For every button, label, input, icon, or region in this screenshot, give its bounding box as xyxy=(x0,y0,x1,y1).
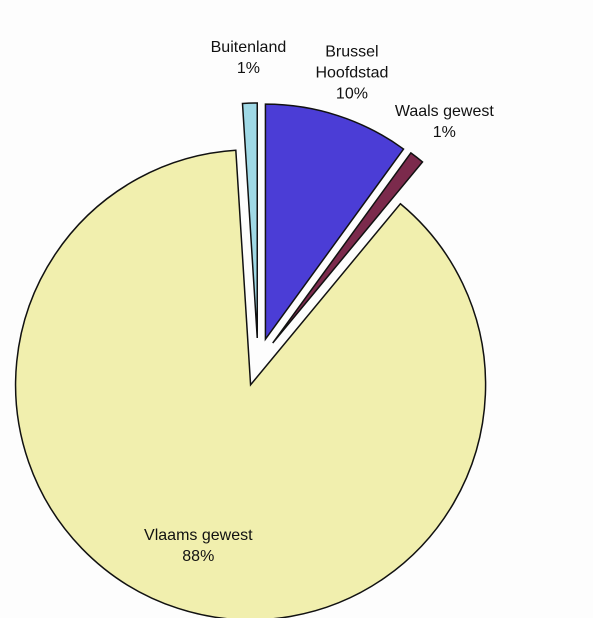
value-label: 1% xyxy=(432,123,456,141)
value-label: 88% xyxy=(182,547,215,565)
category-label: Buitenland xyxy=(210,39,287,57)
category-label: Vlaams gewest xyxy=(144,526,253,544)
category-label: Brussel Hoofdstad xyxy=(315,43,389,82)
slice-label: Buitenland 1% xyxy=(211,37,287,79)
pie-slice xyxy=(241,102,258,339)
pie-slice xyxy=(272,151,424,344)
value-label: 10% xyxy=(335,85,368,103)
category-label: Waals gewest xyxy=(394,102,494,120)
slice-label: Vlaams gewest 88% xyxy=(144,525,253,567)
slice-label: Brussel Hoofdstad 10% xyxy=(292,41,412,104)
slice-label: Waals gewest 1% xyxy=(395,101,494,143)
pie-slice xyxy=(264,103,405,342)
pie-slice xyxy=(14,149,487,618)
value-label: 1% xyxy=(236,60,260,78)
